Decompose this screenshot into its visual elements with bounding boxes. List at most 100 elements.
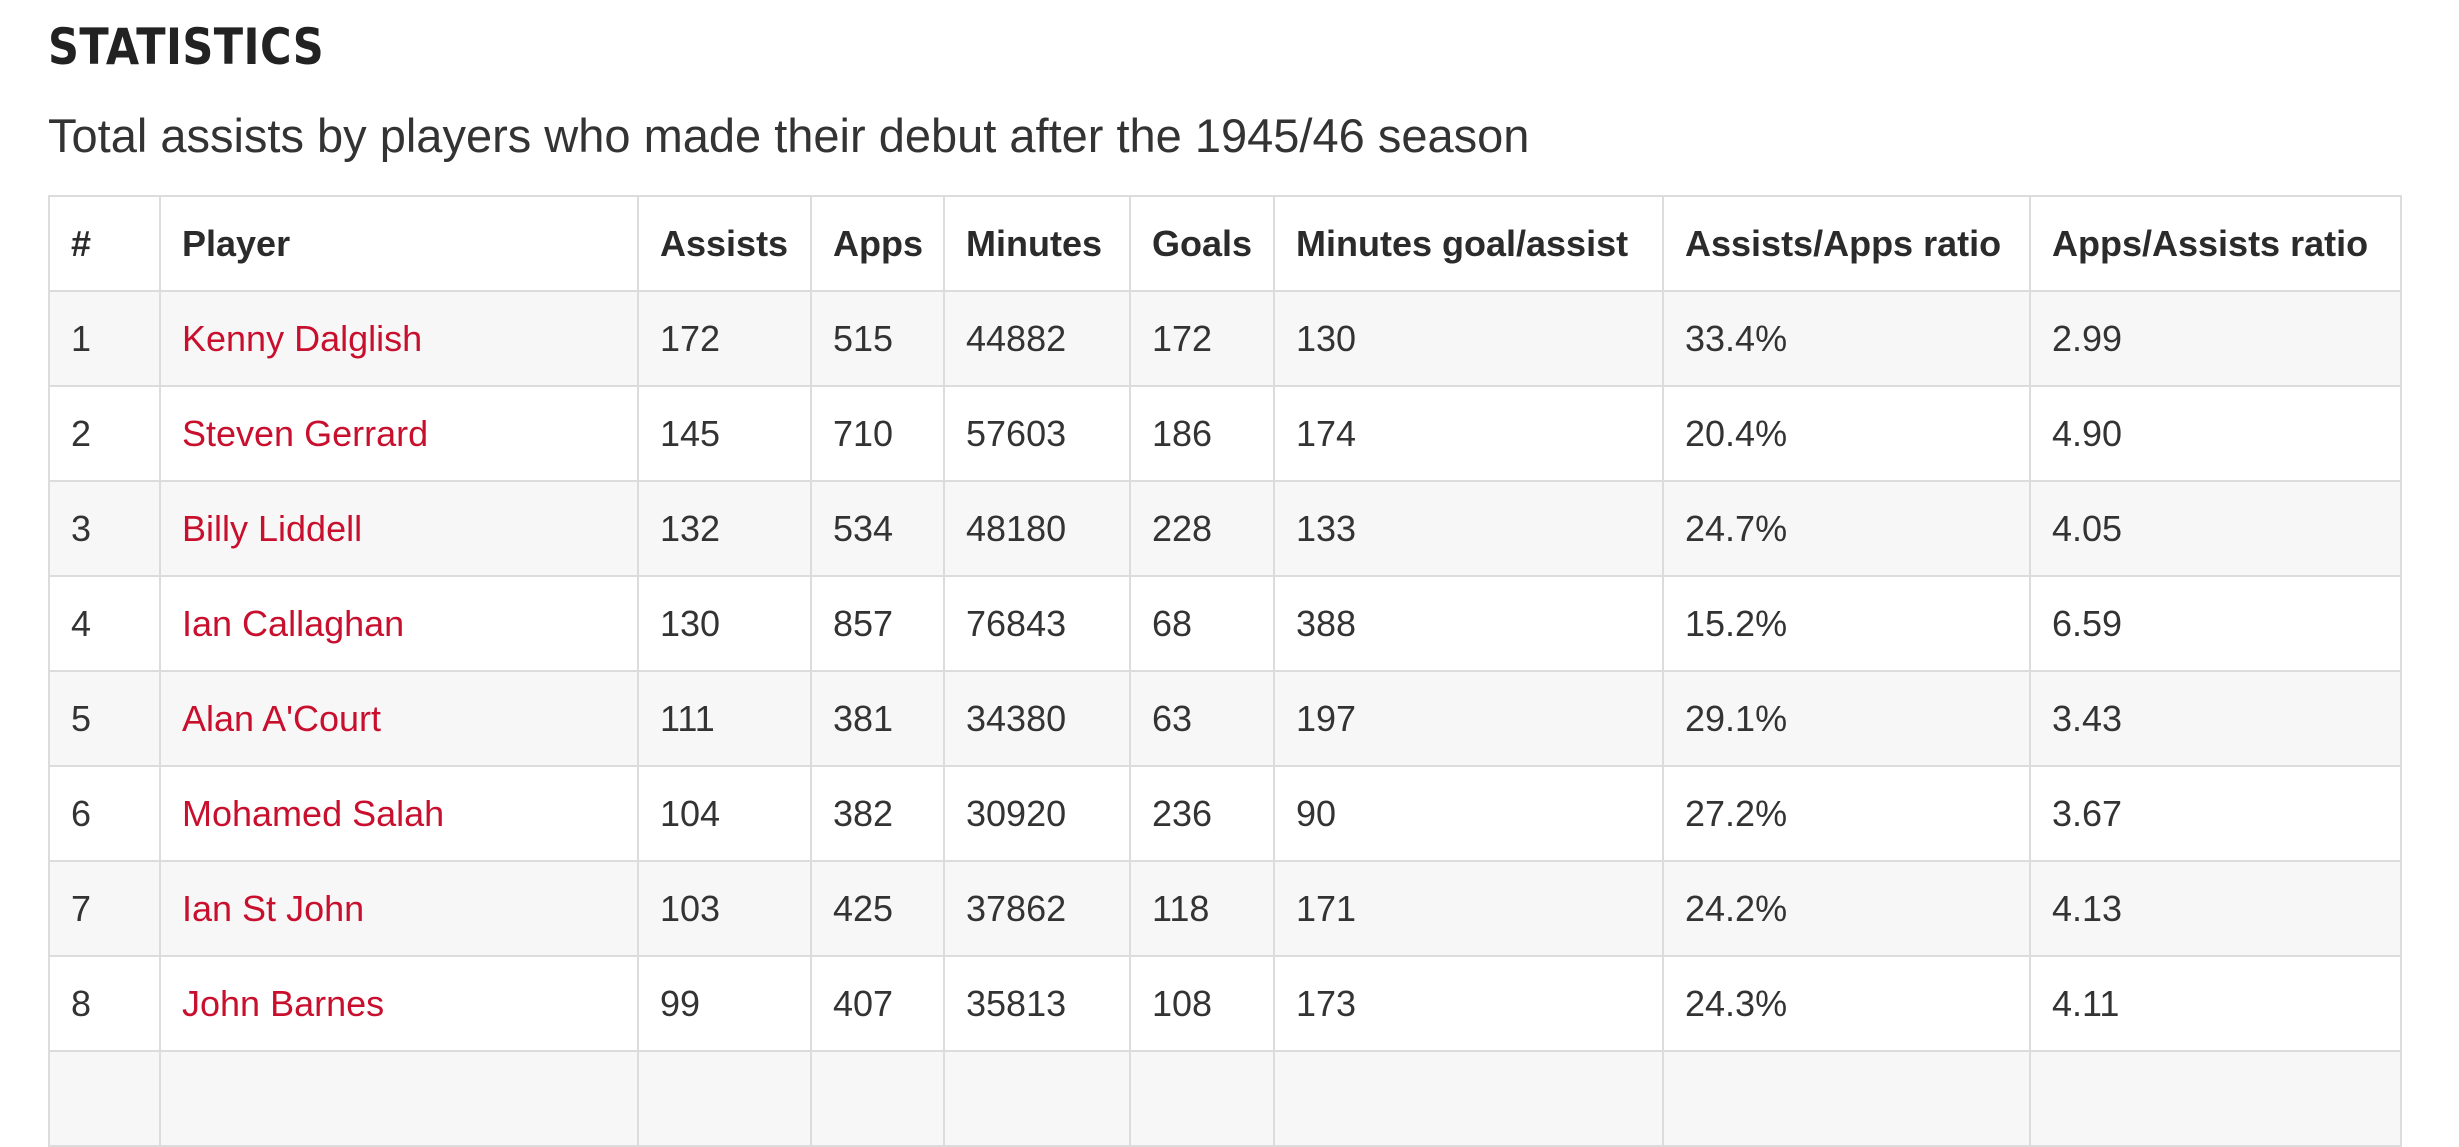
- header-apps: Apps: [810, 195, 945, 292]
- header-rank: #: [48, 195, 161, 292]
- minutes-cell: 57603: [943, 385, 1131, 482]
- minutes-cell: 48180: [943, 480, 1131, 577]
- minutes-cell: 35813: [943, 955, 1131, 1052]
- player-cell: John Barnes: [159, 955, 639, 1052]
- apps-cell: 857: [810, 575, 945, 672]
- player-link[interactable]: Mohamed Salah: [182, 792, 445, 834]
- assists-apps-ratio-cell: 20.4%: [1662, 385, 2031, 482]
- minutes-goal-assist-cell: 174: [1273, 385, 1664, 482]
- player-link[interactable]: John Barnes: [182, 982, 385, 1024]
- rank-cell: 2: [48, 385, 161, 482]
- assists-apps-ratio-cell: 33.4%: [1662, 290, 2031, 387]
- assists-cell: 132: [637, 480, 812, 577]
- table-row: 2 Steven Gerrard 145 710 57603 186 174 20.4% 4.9…: [48, 385, 2402, 482]
- assists-cell: [637, 1050, 812, 1147]
- assists-apps-ratio-cell: 24.2%: [1662, 860, 2031, 957]
- assists-cell: 145: [637, 385, 812, 482]
- goals-cell: 228: [1129, 480, 1275, 577]
- minutes-cell: 44882: [943, 290, 1131, 387]
- player-cell: Steven Gerrard: [159, 385, 639, 482]
- apps-assists-ratio-cell: 3.43: [2029, 670, 2402, 767]
- apps-cell: 382: [810, 765, 945, 862]
- assists-table: # Player Assists Apps Minutes Goals Minu…: [48, 195, 2402, 1147]
- rank-cell: 3: [48, 480, 161, 577]
- assists-cell: 111: [637, 670, 812, 767]
- goals-cell: [1129, 1050, 1275, 1147]
- goals-cell: 186: [1129, 385, 1275, 482]
- goals-cell: 118: [1129, 860, 1275, 957]
- goals-cell: 236: [1129, 765, 1275, 862]
- player-link[interactable]: Ian St John: [182, 887, 365, 929]
- goals-cell: 172: [1129, 290, 1275, 387]
- apps-cell: 381: [810, 670, 945, 767]
- player-cell: Ian Callaghan: [159, 575, 639, 672]
- rank-cell: 7: [48, 860, 161, 957]
- apps-assists-ratio-cell: 4.11: [2029, 955, 2402, 1052]
- assists-cell: 103: [637, 860, 812, 957]
- rank-cell: 1: [48, 290, 161, 387]
- apps-cell: 710: [810, 385, 945, 482]
- apps-assists-ratio-cell: 2.99: [2029, 290, 2402, 387]
- goals-cell: 108: [1129, 955, 1275, 1052]
- assists-cell: 130: [637, 575, 812, 672]
- player-cell: Mohamed Salah: [159, 765, 639, 862]
- assists-cell: 99: [637, 955, 812, 1052]
- apps-assists-ratio-cell: 6.59: [2029, 575, 2402, 672]
- table-row: 8 John Barnes 99 407 35813 108 173 24.3% 4.11: [48, 955, 2402, 1052]
- table-row: 1 Kenny Dalglish 172 515 44882 172 130 33.4% 2.9…: [48, 290, 2402, 387]
- header-assists: Assists: [637, 195, 812, 292]
- player-cell: Alan A'Court: [159, 670, 639, 767]
- player-cell: Ian St John: [159, 860, 639, 957]
- player-link[interactable]: Alan A'Court: [182, 697, 381, 739]
- table-row: 3 Billy Liddell 132 534 48180 228 133 24.7% 4.05: [48, 480, 2402, 577]
- minutes-cell: 76843: [943, 575, 1131, 672]
- minutes-goal-assist-cell: 90: [1273, 765, 1664, 862]
- player-cell: Kenny Dalglish: [159, 290, 639, 387]
- apps-assists-ratio-cell: 4.13: [2029, 860, 2402, 957]
- player-link[interactable]: Ian Callaghan: [182, 602, 405, 644]
- table-body: 1 Kenny Dalglish 172 515 44882 172 130 33.4% 2.9…: [48, 290, 2402, 1147]
- minutes-goal-assist-cell: 197: [1273, 670, 1664, 767]
- header-apps-assists-ratio: Apps/Assists ratio: [2029, 195, 2402, 292]
- assists-apps-ratio-cell: 24.7%: [1662, 480, 2031, 577]
- table-row: 4 Ian Callaghan 130 857 76843 68 388 15.2% 6.59: [48, 575, 2402, 672]
- assists-apps-ratio-cell: 29.1%: [1662, 670, 2031, 767]
- player-link[interactable]: Billy Liddell: [182, 507, 363, 549]
- apps-cell: 407: [810, 955, 945, 1052]
- minutes-goal-assist-cell: 388: [1273, 575, 1664, 672]
- apps-assists-ratio-cell: 4.05: [2029, 480, 2402, 577]
- apps-assists-ratio-cell: [2029, 1050, 2402, 1147]
- rank-cell: 8: [48, 955, 161, 1052]
- table-row: [48, 1050, 2402, 1147]
- rank-cell: [48, 1050, 161, 1147]
- minutes-goal-assist-cell: 173: [1273, 955, 1664, 1052]
- header-goals: Goals: [1129, 195, 1275, 292]
- player-cell: Billy Liddell: [159, 480, 639, 577]
- header-minutes-goal-assist: Minutes goal/assist: [1273, 195, 1664, 292]
- rank-cell: 6: [48, 765, 161, 862]
- minutes-cell: 30920: [943, 765, 1131, 862]
- assists-apps-ratio-cell: 24.3%: [1662, 955, 2031, 1052]
- player-link[interactable]: Steven Gerrard: [182, 412, 429, 454]
- apps-assists-ratio-cell: 3.67: [2029, 765, 2402, 862]
- header-assists-apps-ratio: Assists/Apps ratio: [1662, 195, 2031, 292]
- player-link[interactable]: Kenny Dalglish: [182, 317, 423, 359]
- table-row: 6 Mohamed Salah 104 382 30920 236 90 27.2% 3.67: [48, 765, 2402, 862]
- assists-cell: 172: [637, 290, 812, 387]
- minutes-goal-assist-cell: 130: [1273, 290, 1664, 387]
- goals-cell: 63: [1129, 670, 1275, 767]
- rank-cell: 4: [48, 575, 161, 672]
- assists-apps-ratio-cell: [1662, 1050, 2031, 1147]
- assists-apps-ratio-cell: 27.2%: [1662, 765, 2031, 862]
- section-title: STATISTICS: [48, 18, 325, 76]
- minutes-cell: [943, 1050, 1131, 1147]
- goals-cell: 68: [1129, 575, 1275, 672]
- table-header-row: # Player Assists Apps Minutes Goals Minu…: [48, 195, 2402, 292]
- apps-cell: [810, 1050, 945, 1147]
- header-minutes: Minutes: [943, 195, 1131, 292]
- minutes-cell: 37862: [943, 860, 1131, 957]
- apps-cell: 515: [810, 290, 945, 387]
- table-caption: Total assists by players who made their …: [48, 109, 1530, 162]
- minutes-goal-assist-cell: 171: [1273, 860, 1664, 957]
- assists-cell: 104: [637, 765, 812, 862]
